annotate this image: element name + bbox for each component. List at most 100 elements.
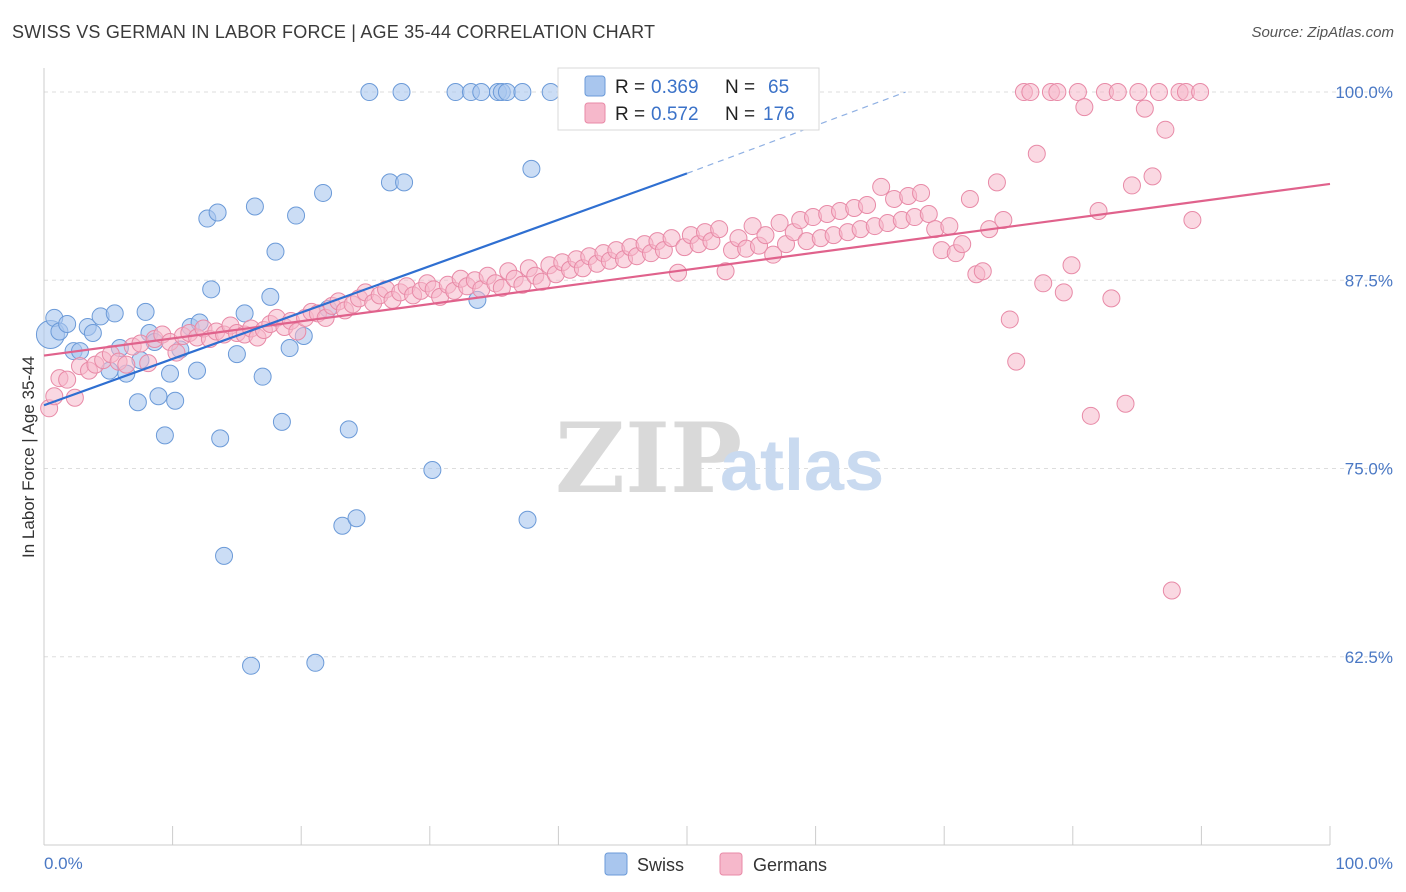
trendlines <box>43 91 1331 407</box>
germans-point <box>1048 83 1067 102</box>
swiss-point <box>287 206 306 225</box>
y-axis-title: In Labor Force | Age 35-44 <box>19 356 38 558</box>
legend-r-label-swiss: R = <box>615 77 645 98</box>
swiss-point <box>518 510 537 529</box>
swiss-point <box>513 83 532 102</box>
germans-point <box>1089 202 1108 221</box>
legend-n-value-germans: 176 <box>763 104 795 125</box>
swiss-point <box>347 509 366 528</box>
bottom-legend-swatch-germans <box>719 852 743 876</box>
swiss-point <box>266 242 285 261</box>
germans-point <box>1081 406 1100 425</box>
germans-point <box>1156 120 1175 139</box>
watermark-zip: ZIP <box>555 402 742 515</box>
legend-r-value-swiss: 0.369 <box>651 77 699 98</box>
x-tick-label-min: 0.0% <box>44 854 83 873</box>
germans-point <box>139 354 158 373</box>
swiss-point <box>497 83 516 102</box>
swiss-point <box>211 429 230 448</box>
germans-point <box>1162 581 1181 600</box>
germans-point <box>1149 83 1168 102</box>
germans-point <box>1075 98 1094 117</box>
germans-points <box>40 83 1210 600</box>
swiss-point <box>541 83 560 102</box>
swiss-point <box>128 393 147 412</box>
germans-point <box>716 262 735 281</box>
germans-point <box>1102 289 1121 308</box>
swiss-point <box>472 83 491 102</box>
germans-point <box>1027 144 1046 163</box>
germans-point <box>756 226 775 245</box>
source-label: Source: ZipAtlas.com <box>1251 24 1394 41</box>
bottom-legend-label-swiss: Swiss <box>637 855 684 875</box>
germans-point <box>912 183 931 202</box>
swiss-point <box>423 461 442 480</box>
swiss-point <box>155 426 174 445</box>
swiss-point <box>105 304 124 323</box>
swiss-point <box>339 420 358 439</box>
swiss-point <box>227 345 246 364</box>
swiss-trendline-extension <box>686 91 906 174</box>
swiss-point <box>261 287 280 306</box>
germans-point <box>1135 99 1154 118</box>
swiss-point <box>188 361 207 380</box>
legend-r-label-germans: R = <box>615 104 645 125</box>
germans-point <box>960 189 979 208</box>
swiss-point <box>446 83 465 102</box>
germans-point <box>940 217 959 236</box>
legend-n-label-germans: N = <box>725 104 755 125</box>
swiss-point <box>522 159 541 178</box>
swiss-point <box>83 323 102 342</box>
bottom-legend-swatch-swiss <box>604 852 628 876</box>
y-tick-label: 62.5% <box>1345 648 1393 667</box>
germans-point <box>1062 256 1081 275</box>
germans-point <box>770 214 789 233</box>
germans-point <box>1007 352 1026 371</box>
stats-legend: R = 0.369 N = 65 R = 0.572 N = 176 <box>557 67 820 131</box>
swiss-point <box>215 546 234 565</box>
germans-point <box>1108 83 1127 102</box>
x-ticks <box>43 826 1331 845</box>
swiss-point <box>253 367 272 386</box>
germans-point <box>1021 83 1040 102</box>
germans-point <box>662 229 681 248</box>
swiss-point <box>235 304 254 323</box>
chart-title: SWISS VS GERMAN IN LABOR FORCE | AGE 35-… <box>12 22 656 42</box>
swiss-point <box>242 656 261 675</box>
germans-point <box>858 195 877 214</box>
germans-point <box>513 275 532 294</box>
swiss-point <box>392 83 411 102</box>
legend-n-label-swiss: N = <box>725 77 755 98</box>
germans-point <box>288 322 307 341</box>
germans-point <box>1054 283 1073 302</box>
germans-point <box>872 177 891 196</box>
germans-point <box>1034 274 1053 293</box>
germans-point <box>743 217 762 236</box>
swiss-point <box>149 387 168 406</box>
germans-point <box>1183 211 1202 230</box>
germans-point <box>492 278 511 297</box>
grid-lines <box>44 91 1393 658</box>
swiss-point <box>272 412 291 431</box>
swiss-point <box>136 302 155 321</box>
germans-point <box>58 370 77 389</box>
watermark: ZIP atlas <box>555 402 884 515</box>
bottom-legend: Swiss Germans <box>604 852 827 876</box>
y-tick-labels: 100.0% 87.5% 75.0% 62.5% <box>1335 83 1393 667</box>
germans-point <box>973 262 992 281</box>
swiss-point <box>58 314 77 333</box>
germans-point <box>532 272 551 291</box>
swiss-point <box>208 203 227 222</box>
watermark-atlas: atlas <box>720 426 884 506</box>
bottom-legend-label-germans: Germans <box>753 855 827 875</box>
swiss-point <box>245 197 264 216</box>
germans-point <box>117 355 136 374</box>
y-tick-label: 75.0% <box>1345 460 1393 479</box>
germans-trendline <box>43 182 1331 357</box>
germans-point <box>987 173 1006 192</box>
swiss-points <box>35 83 594 675</box>
legend-swatch-swiss <box>584 75 606 97</box>
germans-point <box>1191 83 1210 102</box>
germans-point <box>919 205 938 224</box>
